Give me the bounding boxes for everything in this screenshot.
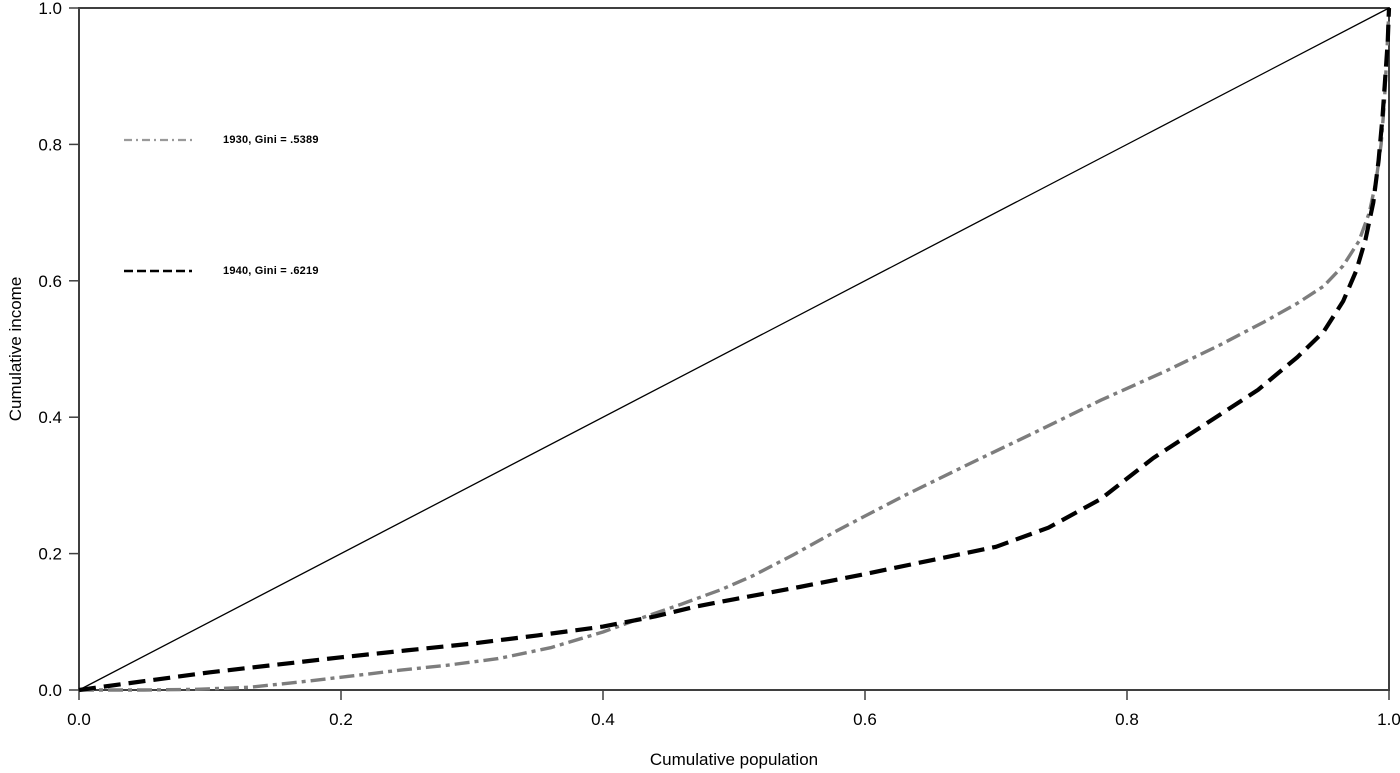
x-tick-label: 1.0 [1377,710,1400,729]
x-axis-title: Cumulative population [79,750,1389,770]
legend-line-1940-icon [124,269,192,273]
curve-1930 [79,7,1391,692]
y-tick-label: 0.8 [38,135,62,154]
legend-label-1940: 1940, Gini = .6219 [223,265,319,277]
y-tick-label: 0.4 [38,408,62,427]
curve-equality [78,7,1390,691]
curve-1940 [78,7,1392,693]
x-tick-label: 0.4 [591,710,615,729]
x-tick-label: 0.6 [853,710,877,729]
x-axis-title-text: Cumulative population [649,750,819,769]
y-tick-label: 1.0 [38,0,62,18]
y-tick-label: 0.6 [38,272,62,291]
plot-frame [78,7,1390,691]
y-tick-label: 0.2 [38,545,62,564]
x-tick-label: 0.0 [67,710,91,729]
x-tick-label: 0.2 [329,710,353,729]
legend-item-1930: 1930, Gini = .5389 [123,134,319,146]
legend-label-1930: 1930, Gini = .5389 [223,134,319,146]
y-tick-label: 0.0 [38,681,62,700]
y-axis-title: Cumulative income [6,277,26,422]
legend-item-1940: 1940, Gini = .6219 [123,265,319,277]
legend-line-1930-icon [124,138,192,142]
y-axis-title-text: Cumulative income [6,276,25,422]
x-tick-label: 0.8 [1115,710,1139,729]
